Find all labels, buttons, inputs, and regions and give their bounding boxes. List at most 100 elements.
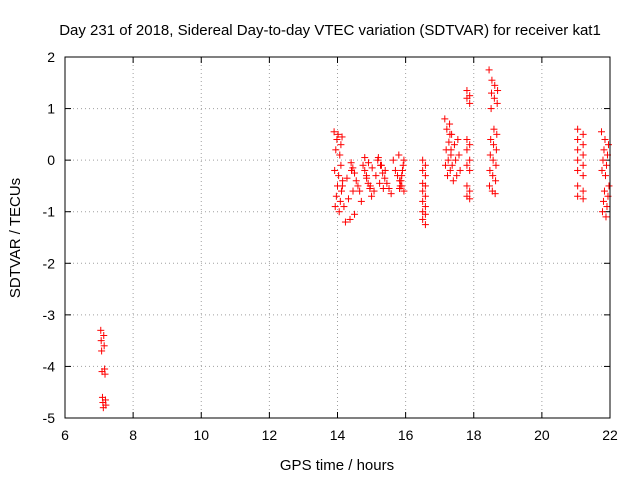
data-point — [441, 115, 449, 123]
data-point — [574, 156, 582, 164]
data-point — [485, 182, 493, 190]
data-point — [341, 218, 349, 226]
data-point — [389, 156, 397, 164]
data-point — [383, 179, 391, 187]
data-point — [331, 203, 339, 211]
data-point — [574, 125, 582, 133]
data-point — [354, 182, 362, 190]
data-point — [337, 161, 345, 169]
data-point — [466, 141, 474, 149]
data-point — [598, 208, 606, 216]
data-point — [454, 136, 462, 144]
data-point — [363, 174, 371, 182]
data-point — [400, 156, 408, 164]
grid — [65, 57, 610, 418]
data-point — [463, 161, 471, 169]
data-point — [332, 146, 340, 154]
data-point — [398, 172, 406, 180]
data-point — [492, 177, 500, 185]
data-point — [421, 203, 429, 211]
data-point — [99, 404, 107, 412]
data-point — [579, 141, 587, 149]
data-point — [466, 99, 474, 107]
y-axis-label: SDTVAR / TECUs — [7, 178, 24, 298]
data-point — [466, 166, 474, 174]
data-point — [453, 172, 461, 180]
data-point — [574, 146, 582, 154]
y-tick-label: 2 — [47, 49, 55, 65]
data-point — [379, 169, 387, 177]
data-point — [376, 179, 384, 187]
data-point — [463, 146, 471, 154]
data-point — [488, 76, 496, 84]
data-point — [601, 172, 609, 180]
data-point — [492, 146, 500, 154]
data-point — [604, 141, 612, 149]
data-point — [599, 156, 607, 164]
data-point — [574, 166, 582, 174]
data-point — [446, 120, 454, 128]
data-point — [421, 221, 429, 229]
plot-frame — [64, 56, 611, 419]
data-point — [574, 192, 582, 200]
data-point — [489, 156, 497, 164]
data-point — [397, 177, 405, 185]
data-point — [334, 130, 342, 138]
data-point — [100, 342, 108, 350]
data-point — [600, 146, 608, 154]
data-point — [443, 125, 451, 133]
data-point — [488, 89, 496, 97]
data-point — [599, 197, 607, 205]
data-point — [463, 136, 471, 144]
y-tick-label: 1 — [47, 101, 55, 117]
data-point — [330, 128, 338, 136]
x-tick-label: 8 — [129, 427, 137, 443]
data-point — [579, 151, 587, 159]
y-tick-label: -5 — [43, 410, 56, 426]
data-point — [381, 174, 389, 182]
data-point — [444, 172, 452, 180]
data-point — [487, 105, 495, 113]
data-point — [466, 187, 474, 195]
data-point — [446, 166, 454, 174]
y-tick-label: -4 — [43, 358, 56, 374]
data-point — [600, 187, 608, 195]
data-point — [491, 81, 499, 89]
data-point — [349, 187, 357, 195]
data-point — [579, 130, 587, 138]
x-tick-label: 12 — [262, 427, 278, 443]
data-point — [466, 156, 474, 164]
data-point — [335, 172, 343, 180]
data-point — [485, 66, 493, 74]
data-point — [340, 203, 348, 211]
data-point — [602, 213, 610, 221]
data-point — [421, 210, 429, 218]
data-point — [370, 187, 378, 195]
x-tick-label: 20 — [534, 427, 550, 443]
data-point — [493, 99, 501, 107]
y-tick-label: 0 — [47, 152, 55, 168]
data-point — [487, 136, 495, 144]
data-point — [419, 215, 427, 223]
data-point — [368, 164, 376, 172]
y-tick-label: -3 — [43, 307, 56, 323]
data-point — [605, 182, 613, 190]
data-point — [597, 128, 605, 136]
data-point — [463, 87, 471, 95]
data-point — [100, 331, 108, 339]
data-point — [344, 195, 352, 203]
data-point — [486, 151, 494, 159]
data-point — [579, 172, 587, 180]
data-point — [366, 182, 374, 190]
data-point — [377, 161, 385, 169]
data-point — [98, 347, 106, 355]
data-point — [445, 138, 453, 146]
data-point — [333, 136, 341, 144]
data-point — [331, 166, 339, 174]
data-point — [421, 172, 429, 180]
data-point — [449, 177, 457, 185]
data-point — [97, 326, 105, 334]
data-point — [456, 166, 464, 174]
